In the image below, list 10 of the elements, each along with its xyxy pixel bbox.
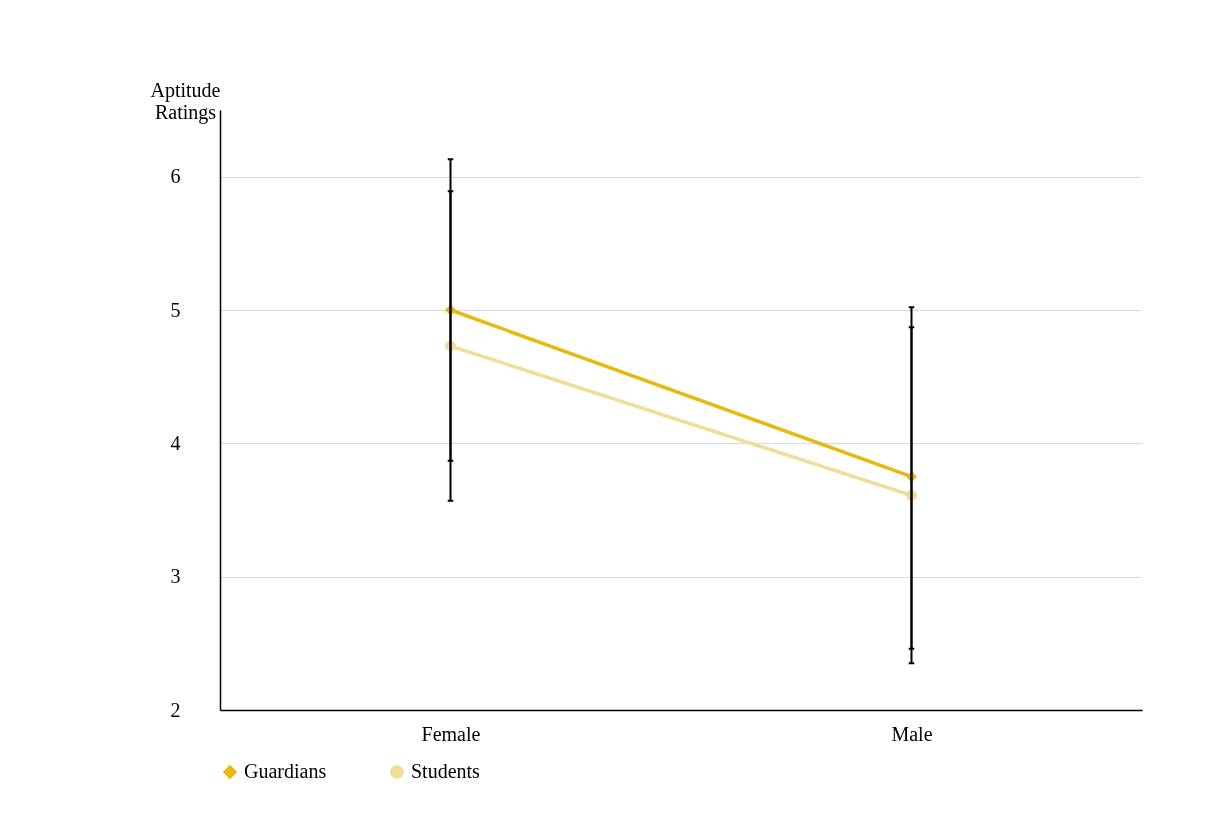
y-tick-label: 6 bbox=[170, 165, 181, 188]
x-tick-label: Female bbox=[421, 722, 481, 745]
y-tick-label: 4 bbox=[170, 431, 181, 454]
y-tick-label: 2 bbox=[170, 698, 181, 721]
x-tick-label: Male bbox=[891, 722, 933, 745]
y-axis-title: Aptitude Ratings bbox=[150, 78, 221, 124]
y-tick-label: 3 bbox=[170, 565, 181, 588]
y-tick-label: 5 bbox=[170, 298, 181, 321]
legend-label: Guardians bbox=[244, 760, 327, 782]
legend-label: Students bbox=[411, 760, 481, 782]
